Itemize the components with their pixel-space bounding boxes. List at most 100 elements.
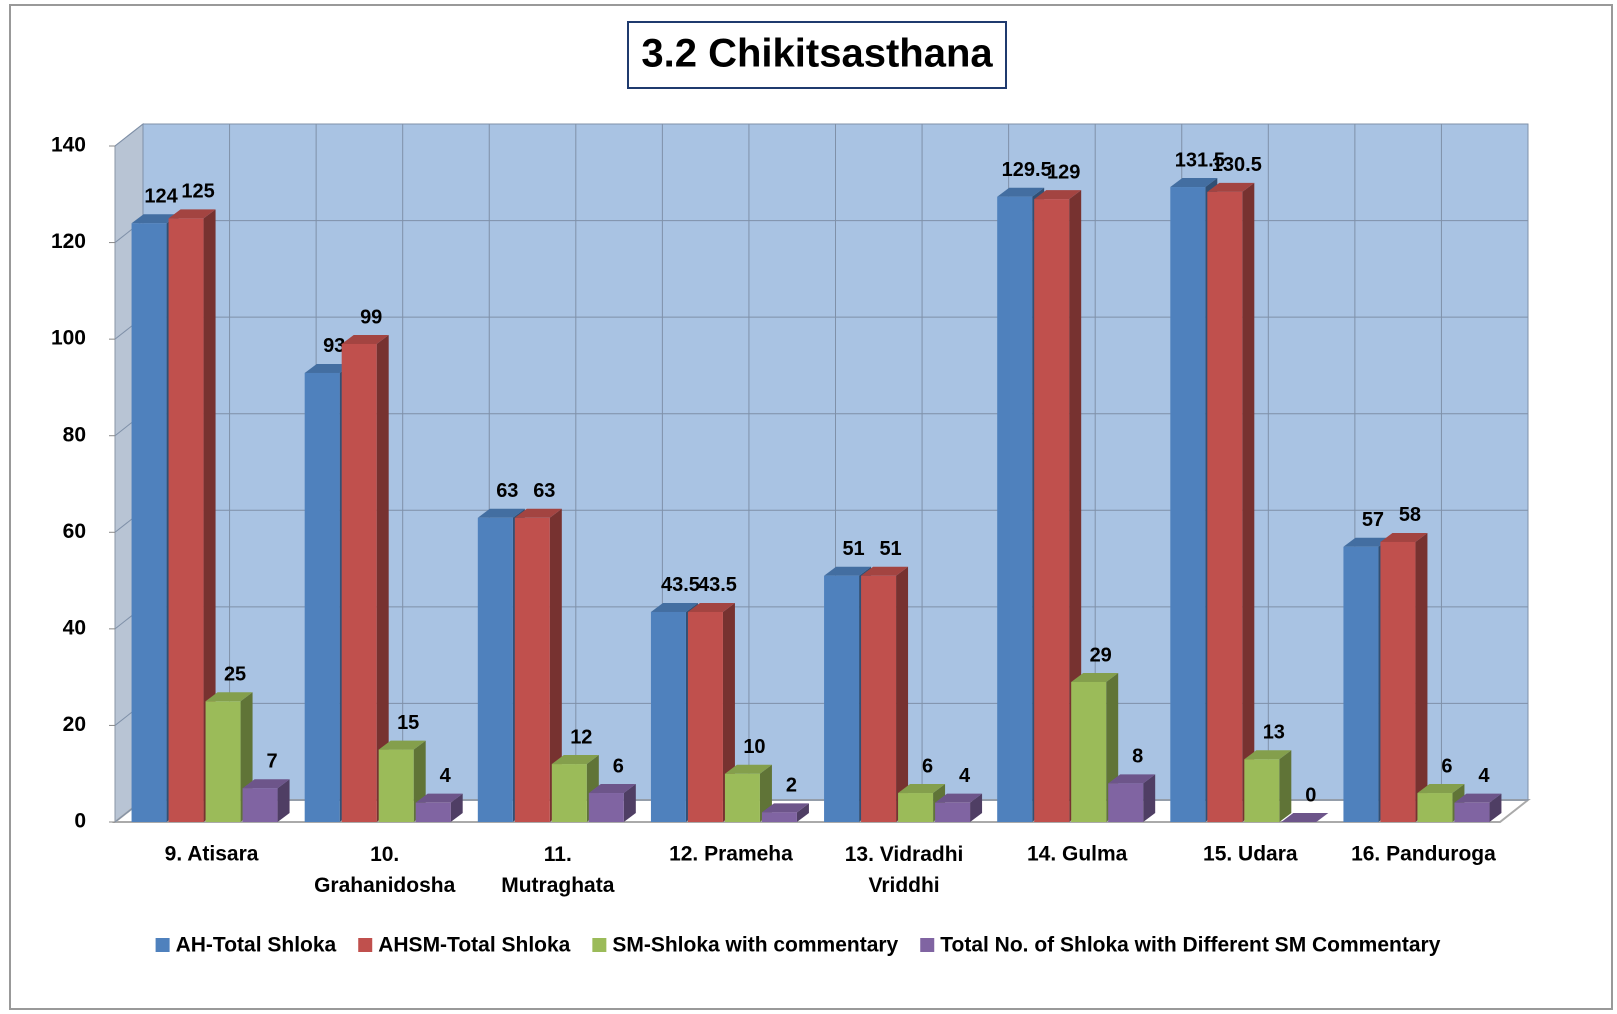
x-tick-label-line: Grahanidosha	[314, 874, 456, 897]
bar	[304, 372, 340, 822]
y-tick-label: 60	[63, 520, 86, 543]
bar-side	[1279, 750, 1292, 822]
bar-side	[1069, 190, 1082, 823]
bar	[378, 749, 414, 822]
y-tick-label: 140	[51, 134, 86, 157]
x-tick-label-line: Vriddhi	[868, 874, 939, 897]
y-tick-label: 20	[63, 713, 86, 736]
bar-top	[824, 566, 872, 576]
bar-top	[477, 508, 525, 518]
bar-top	[898, 784, 946, 794]
bar-side	[1489, 793, 1502, 822]
value-label: 25	[224, 664, 246, 686]
bar-top	[761, 803, 809, 813]
x-tick-label: 15. Udara	[1203, 843, 1298, 866]
y-tick-label: 100	[51, 327, 86, 350]
bar	[1108, 783, 1144, 822]
x-tick-label-line: Mutraghata	[501, 874, 614, 897]
value-label: 6	[613, 755, 624, 777]
value-label: 0	[1305, 784, 1316, 806]
bar-side	[1415, 532, 1428, 822]
bar	[341, 343, 377, 822]
x-tick-label: 10. Grahanidosha	[314, 843, 456, 897]
x-tick-label-line: 10.	[370, 843, 399, 866]
value-label: 99	[360, 306, 382, 328]
value-label: 124	[144, 186, 178, 208]
bar	[761, 812, 797, 822]
x-tick-label-line: 11.	[544, 843, 572, 866]
y-tick-label: 40	[63, 616, 86, 639]
bar-top	[1343, 537, 1391, 547]
value-label: 13	[1263, 722, 1285, 744]
bar-side	[722, 602, 735, 822]
bar	[861, 575, 897, 822]
x-tick-label: 11. Mutraghata	[501, 843, 614, 897]
value-label: 125	[181, 181, 214, 203]
side-grid-line	[114, 123, 144, 147]
bar-top	[1170, 178, 1218, 188]
bar-top	[1207, 182, 1255, 192]
value-label: 129.5	[1002, 159, 1052, 181]
legend-label: SM-Shloka with commentary	[612, 934, 898, 957]
bar-top	[1071, 672, 1119, 682]
legend-label: Total No. of Shloka with Different SM Co…	[940, 934, 1440, 957]
legend-label: AHSM-Total Shloka	[378, 934, 570, 957]
bar-side	[203, 209, 216, 822]
x-tick-label: 16. Panduroga	[1351, 843, 1496, 866]
bar	[650, 611, 686, 822]
value-label: 4	[440, 765, 452, 787]
value-label: 51	[842, 538, 864, 560]
bar-top	[687, 602, 735, 612]
value-label: 15	[397, 712, 419, 734]
bar	[514, 517, 550, 822]
legend-item: AHSM-Total Shloka	[358, 934, 571, 957]
bar	[131, 223, 167, 822]
legend-label: AH-Total Shloka	[176, 934, 337, 957]
bar-side	[1143, 774, 1156, 822]
bar	[1244, 759, 1280, 822]
value-label: 43.5	[698, 574, 737, 596]
bar	[997, 196, 1033, 822]
bar-top	[378, 740, 426, 750]
bar-top	[131, 214, 179, 224]
value-label: 63	[496, 480, 518, 502]
y-tick-label: 80	[63, 423, 86, 446]
value-label: 6	[1441, 755, 1452, 777]
bar-top	[242, 779, 290, 789]
bar	[1034, 199, 1070, 823]
bar-side	[970, 793, 983, 822]
legend-swatch	[358, 938, 373, 952]
value-label: 131.5	[1175, 149, 1225, 171]
legend: AH-Total Shloka AHSM-Total Shloka SM-Shlok…	[155, 934, 1441, 957]
bar	[242, 788, 278, 822]
bar-top	[1380, 532, 1428, 542]
value-label: 57	[1362, 509, 1384, 531]
bar-top	[1244, 750, 1292, 760]
bar-top	[304, 363, 352, 373]
x-tick-label-line: 13. Vidradhi	[845, 843, 964, 866]
x-tick-label: 9. Atisara	[165, 843, 259, 866]
x-tick-label: 12. Prameha	[669, 843, 793, 866]
value-label: 51	[879, 538, 901, 560]
bar	[205, 701, 241, 822]
value-label: 8	[1132, 746, 1143, 768]
value-label: 4	[959, 765, 971, 787]
value-label: 4	[1478, 765, 1490, 787]
bar-side	[1242, 182, 1255, 822]
bar	[168, 218, 204, 822]
bar-top	[1034, 190, 1082, 200]
bar-top	[935, 793, 983, 803]
y-tick-label: 0	[74, 810, 86, 833]
legend-item: SM-Shloka with commentary	[592, 934, 899, 957]
bar-side	[450, 793, 463, 822]
bar-top	[415, 793, 463, 803]
bar	[477, 517, 513, 822]
bar-side	[277, 779, 290, 822]
bar	[935, 802, 971, 822]
bar-top	[1417, 784, 1465, 794]
bar	[1071, 681, 1107, 822]
value-label: 10	[743, 736, 765, 758]
value-label: 130.5	[1212, 154, 1262, 176]
